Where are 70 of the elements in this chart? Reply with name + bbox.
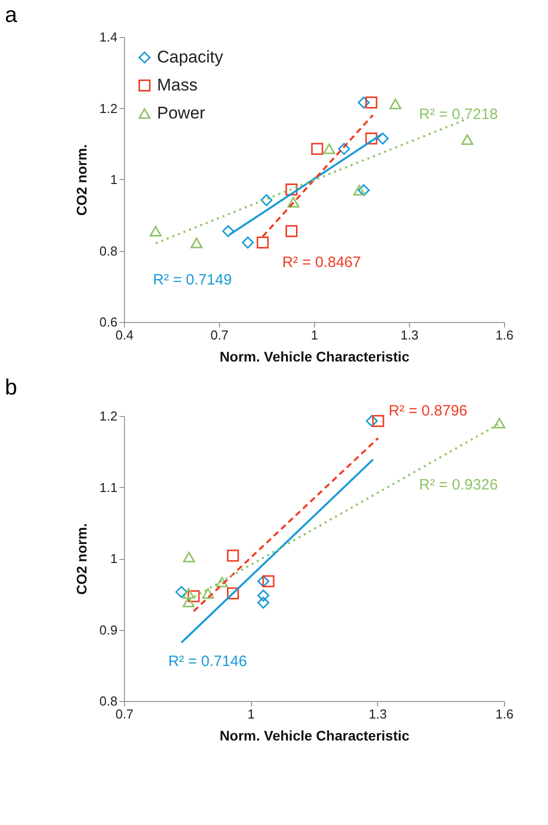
- point: [226, 550, 239, 562]
- annotation: R² = 0.8467: [282, 254, 362, 272]
- x-tick-label: 1.6: [495, 706, 514, 722]
- chart-title: b: [4, 374, 18, 400]
- y-tick-label: 0.6: [99, 314, 118, 330]
- point: [376, 132, 389, 145]
- x-tick-label: 0.7: [115, 706, 134, 722]
- point: [182, 596, 195, 608]
- x-tick-label: 1.6: [495, 328, 514, 342]
- point: [461, 134, 474, 145]
- point: [257, 590, 270, 602]
- point: [287, 197, 300, 208]
- point: [256, 236, 269, 249]
- y-tick-label: 1.1: [99, 480, 118, 495]
- point: [226, 587, 239, 600]
- legend-label: Capacity: [157, 48, 224, 66]
- point: [311, 142, 324, 155]
- y-tick-label: 0.8: [99, 243, 118, 258]
- chart-title: a: [4, 2, 18, 27]
- y-tick-label: 0.8: [99, 694, 118, 708]
- point: [202, 588, 214, 599]
- point: [389, 98, 402, 110]
- x-axis-title: Norm. Vehicle Characteristic: [220, 728, 410, 744]
- annotation: R² = 0.9326: [418, 476, 498, 494]
- point: [365, 96, 378, 109]
- x-tick-label: 0.4: [115, 328, 134, 342]
- annotation: R² = 0.7218: [418, 106, 498, 123]
- point: [183, 552, 196, 562]
- y-tick-label: 1.2: [99, 408, 118, 424]
- legend-label: Mass: [157, 76, 198, 94]
- point: [358, 96, 370, 109]
- y-tick-label: 1.2: [99, 100, 118, 116]
- x-tick-label: 1: [310, 328, 318, 342]
- point: [182, 588, 195, 599]
- annotation: R² = 0.8796: [388, 402, 468, 420]
- point: [323, 144, 336, 154]
- point: [353, 184, 366, 196]
- point: [262, 575, 274, 588]
- annotation: R² = 0.7146: [168, 653, 248, 670]
- point: [365, 132, 378, 145]
- annotation: R² = 0.7149: [152, 271, 232, 288]
- y-tick-label: 1.4: [99, 30, 118, 44]
- point: [242, 236, 254, 249]
- x-tick-label: 0.7: [210, 328, 229, 342]
- legend-label: Power: [157, 104, 206, 122]
- x-axis-title: Norm. Vehicle Characteristic: [220, 348, 410, 364]
- y-tick-label: 0.9: [99, 622, 118, 638]
- point: [188, 590, 200, 602]
- y-axis-title: CO2 norm.: [73, 144, 90, 216]
- point: [222, 225, 234, 238]
- point: [150, 226, 162, 236]
- x-tick-label: 1: [248, 706, 255, 722]
- point: [493, 418, 506, 428]
- point: [257, 596, 270, 609]
- point: [216, 576, 228, 588]
- point: [358, 184, 370, 196]
- point: [257, 575, 270, 588]
- point: [338, 142, 350, 155]
- point: [286, 225, 298, 238]
- point: [286, 183, 298, 196]
- point: [366, 414, 378, 427]
- y-axis-title: CO2 norm.: [73, 523, 90, 595]
- point: [260, 194, 272, 206]
- point: [190, 238, 203, 248]
- x-tick-label: 1.3: [368, 706, 387, 722]
- x-tick-label: 1.3: [400, 328, 419, 342]
- point: [372, 414, 384, 427]
- y-tick-label: 1: [110, 551, 118, 566]
- y-tick-label: 1: [110, 172, 118, 187]
- point: [175, 586, 188, 598]
